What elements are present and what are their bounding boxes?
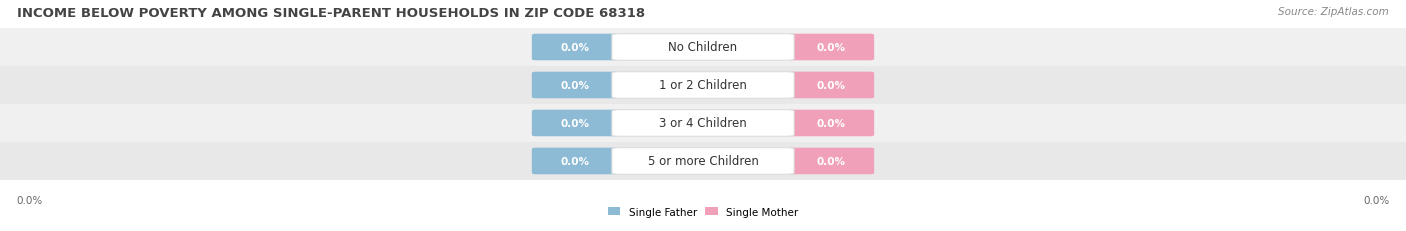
Text: 5 or more Children: 5 or more Children	[648, 155, 758, 168]
Text: 0.0%: 0.0%	[817, 43, 845, 53]
Text: 0.0%: 0.0%	[561, 81, 589, 91]
FancyBboxPatch shape	[531, 72, 619, 99]
Text: 0.0%: 0.0%	[817, 81, 845, 91]
FancyBboxPatch shape	[612, 35, 794, 61]
FancyBboxPatch shape	[531, 35, 619, 61]
FancyBboxPatch shape	[787, 110, 875, 137]
Text: 0.0%: 0.0%	[817, 119, 845, 128]
FancyBboxPatch shape	[531, 110, 619, 137]
FancyBboxPatch shape	[612, 72, 794, 99]
FancyBboxPatch shape	[787, 148, 875, 174]
Text: 0.0%: 0.0%	[561, 119, 589, 128]
Text: 1 or 2 Children: 1 or 2 Children	[659, 79, 747, 92]
Text: No Children: No Children	[668, 41, 738, 54]
FancyBboxPatch shape	[787, 72, 875, 99]
Text: 0.0%: 0.0%	[817, 156, 845, 166]
FancyBboxPatch shape	[612, 110, 794, 137]
FancyBboxPatch shape	[787, 35, 875, 61]
Text: 3 or 4 Children: 3 or 4 Children	[659, 117, 747, 130]
Text: 0.0%: 0.0%	[17, 195, 44, 205]
Text: 0.0%: 0.0%	[561, 156, 589, 166]
Text: 0.0%: 0.0%	[561, 43, 589, 53]
FancyBboxPatch shape	[531, 148, 619, 174]
Legend: Single Father, Single Mother: Single Father, Single Mother	[607, 207, 799, 217]
FancyBboxPatch shape	[612, 148, 794, 174]
Text: Source: ZipAtlas.com: Source: ZipAtlas.com	[1278, 7, 1389, 17]
Text: INCOME BELOW POVERTY AMONG SINGLE-PARENT HOUSEHOLDS IN ZIP CODE 68318: INCOME BELOW POVERTY AMONG SINGLE-PARENT…	[17, 7, 645, 20]
Text: 0.0%: 0.0%	[1362, 195, 1389, 205]
